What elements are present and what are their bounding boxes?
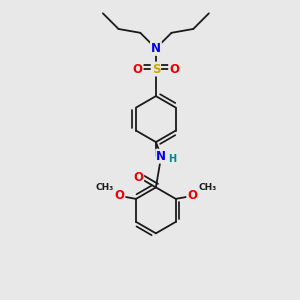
Text: O: O	[169, 62, 179, 76]
Text: O: O	[133, 62, 142, 76]
Text: O: O	[115, 189, 124, 203]
Text: O: O	[133, 171, 143, 184]
Text: N: N	[156, 150, 166, 163]
Text: S: S	[152, 62, 160, 76]
Text: CH₃: CH₃	[198, 183, 216, 192]
Text: CH₃: CH₃	[95, 183, 114, 192]
Text: H: H	[168, 154, 176, 164]
Text: O: O	[187, 189, 197, 203]
Text: N: N	[151, 42, 161, 55]
